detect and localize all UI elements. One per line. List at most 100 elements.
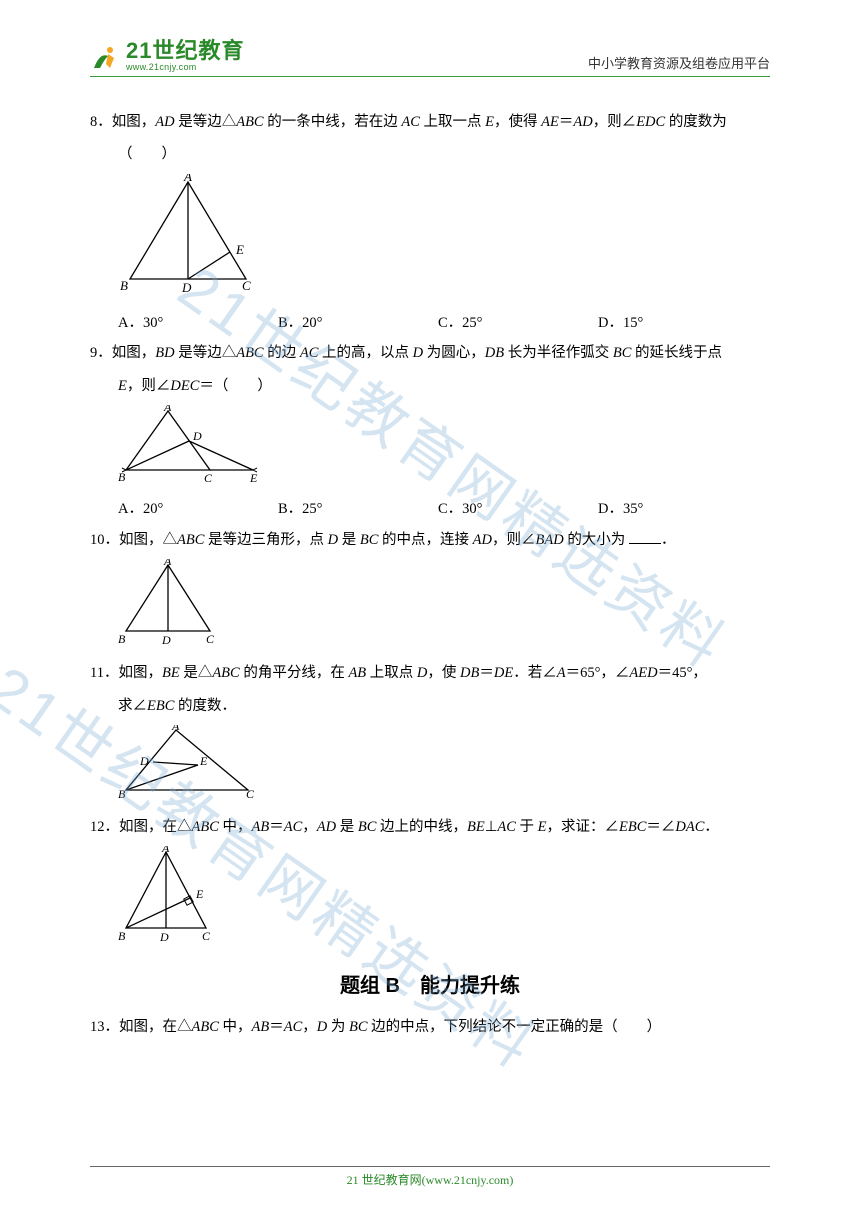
svg-text:A: A	[161, 846, 170, 855]
q9-opt-d: D．35°	[598, 494, 758, 524]
q11-te: ，使	[427, 665, 460, 681]
svg-text:C: C	[204, 471, 213, 485]
question-9: 9．如图，BD 是等边△ABC 的边 AC 上的高，以点 D 为圆心，DB 长为…	[90, 338, 770, 368]
q11-l2b: 的度数．	[174, 698, 236, 714]
q11-tg: ．若∠	[513, 665, 557, 681]
svg-text:A: A	[163, 559, 172, 568]
q12-te: 是	[336, 819, 358, 835]
q8-i6: AD	[573, 114, 592, 130]
q8-num: 8．	[90, 114, 112, 130]
svg-text:E: E	[249, 471, 258, 485]
q10-i1: ABC	[177, 532, 204, 548]
svg-text:E: E	[199, 754, 208, 768]
q13-i2: AB	[252, 1019, 270, 1035]
q13-tc: ＝	[269, 1019, 284, 1035]
q9-tc: 的边	[264, 345, 300, 361]
q8-opt-c: C．25°	[438, 308, 598, 338]
q9-tf: 长为半径作弧交	[504, 345, 613, 361]
q11-th: ＝65°，∠	[566, 665, 630, 681]
svg-text:C: C	[202, 929, 211, 943]
q11-tb: 是△	[180, 665, 213, 681]
q12-num: 12．	[90, 819, 119, 835]
q9-options: A．20° B．25° C．30° D．35°	[118, 494, 770, 524]
q9-num: 9．	[90, 345, 112, 361]
q11-td: 上取点	[366, 665, 417, 681]
q9-opt-b: B．25°	[278, 494, 438, 524]
q12-i5: BC	[358, 819, 377, 835]
q12-i6: BE	[467, 819, 485, 835]
svg-text:B: B	[120, 278, 128, 293]
svg-text:D: D	[181, 280, 192, 295]
q9-i8: DEC	[170, 378, 199, 394]
q10-num: 10．	[90, 532, 119, 548]
q8-th: 的度数为	[665, 114, 727, 130]
q8-opt-b: B．20°	[278, 308, 438, 338]
page-footer: 21 世纪教育网(www.21cnjy.com)	[90, 1166, 770, 1188]
q10-i2: D	[328, 532, 338, 548]
q8-figure: A B C D E	[118, 174, 770, 304]
q12-tk: ．	[704, 819, 719, 835]
q13-i5: BC	[349, 1019, 368, 1035]
q8-paren: （ ）	[118, 139, 770, 169]
q13-i3: AC	[284, 1019, 303, 1035]
svg-text:B: B	[118, 632, 126, 646]
q13-td: ，	[302, 1019, 317, 1035]
q8-i2: ABC	[236, 114, 263, 130]
q12-i9: EBC	[619, 819, 646, 835]
q9-line2: E，则∠DEC＝（ ）	[118, 371, 770, 401]
question-12: 12．如图，在△ABC 中，AB＝AC，AD 是 BC 边上的中线，BE⊥AC …	[90, 812, 770, 842]
q10-blank	[629, 530, 661, 544]
q12-i1: ABC	[192, 819, 219, 835]
q8-i4: E	[485, 114, 494, 130]
q9-i1: BD	[155, 345, 174, 361]
q10-tg: ．	[661, 532, 676, 548]
logo-icon	[90, 42, 124, 72]
q12-ta: 如图，在△	[119, 819, 192, 835]
q11-i8: AED	[629, 665, 657, 681]
q12-td: ，	[302, 819, 317, 835]
q10-i3: BC	[360, 532, 379, 548]
header-right-text: 中小学教育资源及组卷应用平台	[588, 53, 770, 72]
q12-tf: 边上的中线，	[376, 819, 467, 835]
q12-tb: 中，	[219, 819, 252, 835]
q11-i7: A	[557, 665, 566, 681]
q11-num: 11．	[90, 665, 118, 681]
svg-text:B: B	[118, 929, 126, 943]
svg-text:A: A	[171, 725, 180, 733]
q8-tb: 是等边△	[175, 114, 237, 130]
svg-text:B: B	[118, 787, 126, 801]
q12-i3: AC	[284, 819, 303, 835]
q11-i1: BE	[162, 665, 180, 681]
q9-ta: 如图，	[112, 345, 156, 361]
q12-i2: AB	[252, 819, 270, 835]
q11-tc: 的角平分线，在	[240, 665, 349, 681]
q13-num: 13．	[90, 1019, 119, 1035]
q8-ta: 如图，	[112, 114, 156, 130]
q9-i7: E	[118, 378, 127, 394]
svg-text:C: C	[206, 632, 215, 646]
q9-td: 上的高，以点	[318, 345, 412, 361]
section-b-title: 题组 B 能力提升练	[90, 969, 770, 998]
q12-ti: ，求证：∠	[547, 819, 620, 835]
q11-figure: A B C D E	[118, 725, 770, 808]
q11-i2: ABC	[212, 665, 239, 681]
svg-text:A: A	[183, 174, 192, 184]
logo-url: www.21cnjy.com	[126, 62, 244, 72]
svg-text:C: C	[246, 787, 255, 801]
svg-text:B: B	[118, 470, 126, 484]
q13-te: 为	[327, 1019, 349, 1035]
question-13: 13．如图，在△ABC 中，AB＝AC，D 为 BC 边的中点，下列结论不一定正…	[90, 1012, 770, 1042]
q10-ta: 如图，△	[119, 532, 177, 548]
q11-tf: ＝	[479, 665, 494, 681]
q12-figure: A B C D E	[118, 846, 770, 951]
question-10: 10．如图，△ABC 是等边三角形，点 D 是 BC 的中点，连接 AD，则∠B…	[90, 525, 770, 555]
q10-tf: 的大小为	[564, 532, 629, 548]
q8-td: 上取一点	[420, 114, 485, 130]
q11-i9: EBC	[147, 698, 174, 714]
q12-tg: ⊥	[485, 819, 498, 835]
svg-text:D: D	[192, 429, 202, 443]
q9-i2: ABC	[236, 345, 263, 361]
q11-i4: D	[417, 665, 427, 681]
q11-i5: DB	[460, 665, 479, 681]
q8-opt-d: D．15°	[598, 308, 758, 338]
